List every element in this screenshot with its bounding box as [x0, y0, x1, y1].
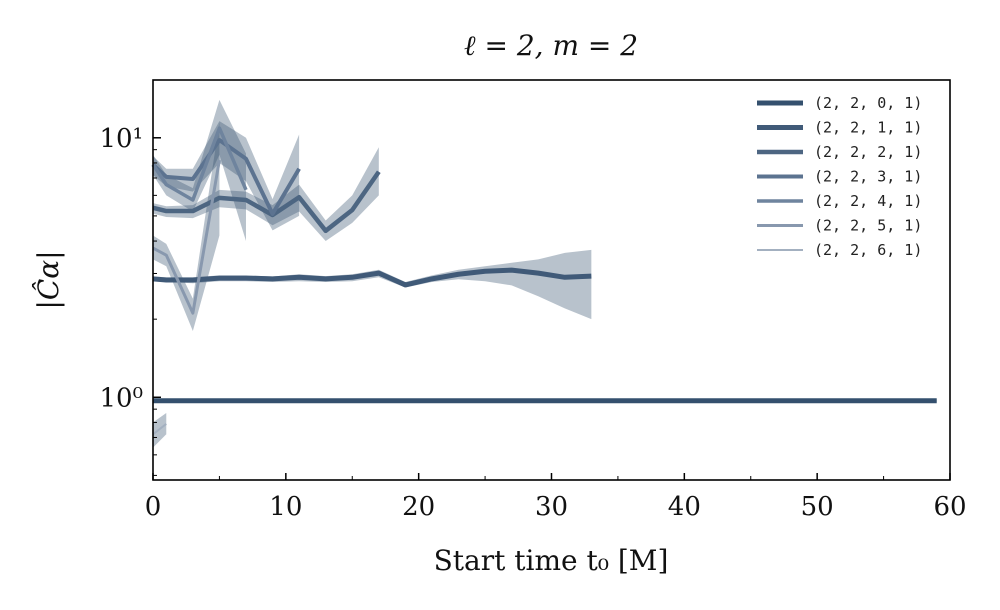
x-axis-label: Start time t₀ [M] — [434, 544, 669, 577]
legend-label-1: (2, 2, 1, 1) — [814, 119, 922, 137]
chart-title: ℓ = 2, m = 2 — [464, 29, 638, 62]
x-tick-label-0: 0 — [145, 492, 162, 522]
legend-label-5: (2, 2, 5, 1) — [814, 217, 922, 235]
legend-label-3: (2, 2, 3, 1) — [814, 168, 922, 186]
band-series-1 — [153, 249, 592, 320]
legend-label-6: (2, 2, 6, 1) — [814, 241, 922, 259]
line-series-1 — [152, 267, 592, 288]
legend-label-0: (2, 2, 0, 1) — [814, 94, 922, 112]
line-series-6 — [152, 423, 167, 436]
plot-area — [151, 99, 937, 448]
legend-label-4: (2, 2, 4, 1) — [814, 192, 922, 210]
x-tick-label-2: 20 — [402, 492, 435, 522]
x-tick-label-3: 30 — [535, 492, 568, 522]
x-tick-label-1: 10 — [269, 492, 302, 522]
y-tick-label-0: 10⁰ — [99, 383, 143, 413]
band-series-2 — [153, 147, 379, 242]
legend: (2, 2, 0, 1) (2, 2, 1, 1) (2, 2, 2, 1) (2, … — [757, 94, 922, 259]
x-tick-label-6: 60 — [933, 492, 966, 522]
ticks: 0 10 20 30 40 50 60 10⁰ 10¹ — [99, 124, 966, 522]
line-series-5 — [152, 159, 221, 315]
x-tick-label-4: 40 — [668, 492, 701, 522]
line-series-3 — [151, 138, 301, 216]
legend-label-2: (2, 2, 2, 1) — [814, 143, 922, 161]
line-series-4 — [151, 126, 248, 202]
x-tick-label-5: 50 — [801, 492, 834, 522]
line-series-2 — [152, 170, 381, 234]
y-tick-label-1: 10¹ — [99, 124, 143, 154]
y-axis-label: |Ĉα| — [31, 250, 65, 309]
band-series-3 — [153, 121, 300, 231]
